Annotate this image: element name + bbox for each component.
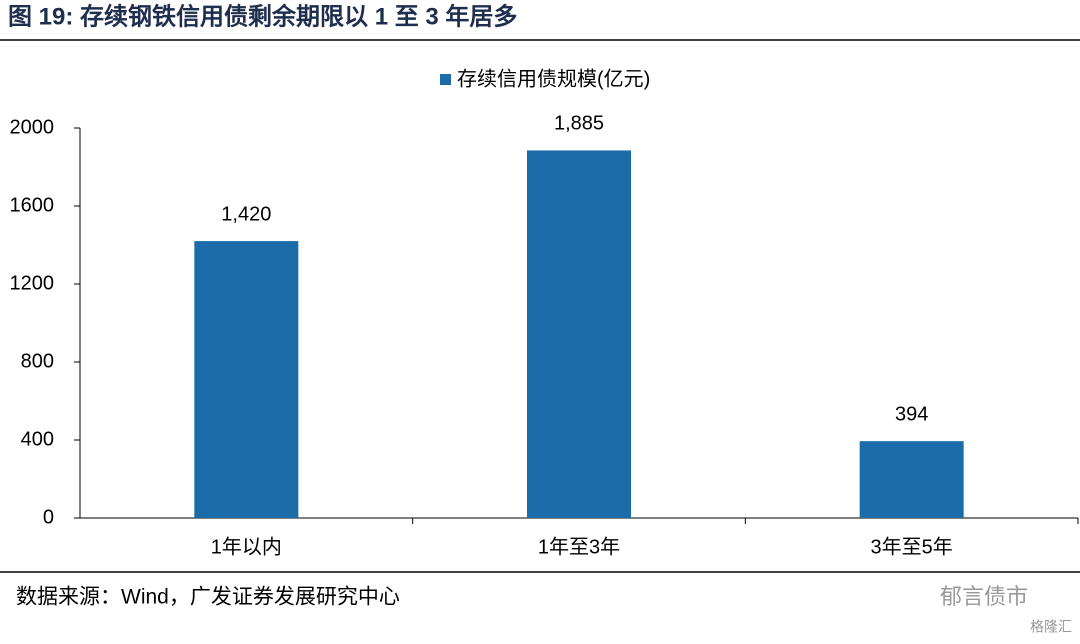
value-label: 394 xyxy=(895,403,928,425)
x-tick-label: 1年至3年 xyxy=(538,535,620,558)
legend-swatch xyxy=(440,74,451,85)
x-tick-label: 3年至5年 xyxy=(871,535,953,558)
legend-label: 存续信用债规模(亿元) xyxy=(457,67,650,90)
watermark: 郁言债市 xyxy=(940,584,1028,609)
y-tick-label: 2000 xyxy=(10,116,55,138)
value-label: 1,420 xyxy=(221,203,271,225)
chart-title: 图 19: 存续钢铁信用债剩余期限以 1 至 3 年居多 xyxy=(8,2,517,30)
watermark: 格隆汇 xyxy=(1030,619,1072,635)
bar xyxy=(527,150,631,519)
y-tick-label: 0 xyxy=(43,506,54,528)
bar xyxy=(194,241,299,518)
y-tick-label: 400 xyxy=(21,428,54,450)
source: 数据来源：Wind，广发证券发展研究中心 xyxy=(16,586,400,609)
y-tick-label: 1600 xyxy=(10,194,55,216)
y-tick-label: 1200 xyxy=(10,272,55,294)
x-tick-label: 1年以内 xyxy=(211,535,282,558)
value-label: 1,885 xyxy=(554,113,604,135)
bar xyxy=(859,441,964,518)
y-tick-label: 800 xyxy=(21,350,54,372)
